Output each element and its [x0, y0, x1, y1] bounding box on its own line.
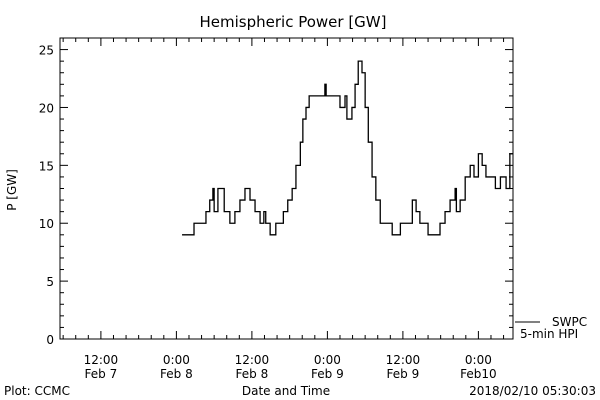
x-tick-time-label: 0:00	[465, 353, 492, 367]
legend-series-label: 5-min HPI	[520, 327, 578, 341]
x-tick-time-label: 0:00	[314, 353, 341, 367]
chart-title: Hemispheric Power [GW]	[200, 13, 387, 31]
y-axis: 0 5 10 15 20 25	[39, 37, 513, 347]
x-tick-date-label: Feb 7	[85, 367, 118, 381]
x-tick-date-label: Feb 9	[311, 367, 344, 381]
y-tick-label: 25	[39, 44, 54, 58]
y-tick-label: 20	[39, 101, 54, 115]
x-tick-time-label: 12:00	[84, 353, 119, 367]
y-tick-label: 15	[39, 159, 54, 173]
x-tick-date-label: Feb 9	[387, 367, 420, 381]
y-tick-label: 0	[46, 333, 54, 347]
y-tick-label: 10	[39, 217, 54, 231]
legend-source: SWPC	[552, 315, 587, 329]
x-tick-time-label: 12:00	[386, 353, 421, 367]
plot-frame	[59, 37, 514, 340]
x-tick-date-label: Feb 8	[160, 367, 193, 381]
x-tick-date-label: Feb 8	[236, 367, 269, 381]
y-axis-label: P [GW]	[5, 169, 19, 211]
y-tick-label: 5	[46, 275, 54, 289]
x-axis-label: Date and Time	[242, 384, 330, 398]
x-tick-time-label: 0:00	[163, 353, 190, 367]
x-tick-date-label: Feb10	[460, 367, 497, 381]
series-line-5min-hpi	[182, 60, 513, 236]
x-tick-time-label: 12:00	[235, 353, 270, 367]
footer-credit: Plot: CCMC	[4, 384, 70, 398]
footer-timestamp: 2018/02/10 05:30:03	[469, 384, 596, 398]
